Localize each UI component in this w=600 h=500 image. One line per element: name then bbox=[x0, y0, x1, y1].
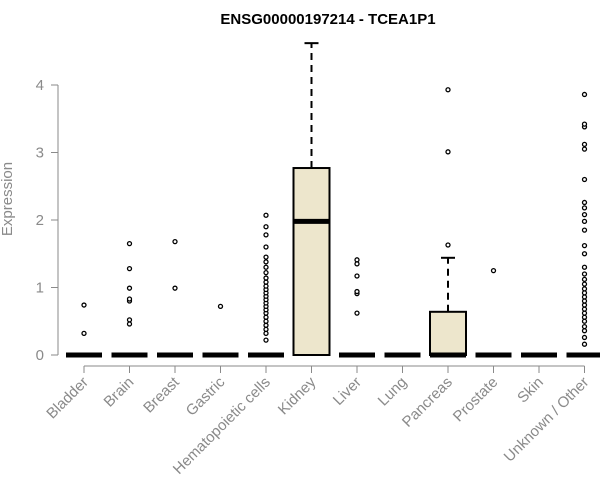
outlier-point bbox=[445, 242, 451, 248]
box-series bbox=[66, 42, 600, 358]
outlier-point bbox=[126, 285, 133, 291]
box-kidney bbox=[292, 42, 331, 356]
outlier-point bbox=[490, 267, 497, 274]
box-hematopoietic-cells bbox=[248, 212, 284, 358]
outlier-point bbox=[263, 279, 269, 285]
outlier-point bbox=[581, 121, 588, 127]
box-pancreas bbox=[429, 87, 467, 358]
outlier-point bbox=[581, 271, 588, 277]
outlier-point bbox=[581, 176, 588, 183]
x-tick-label: Kidney bbox=[275, 373, 320, 418]
x-tick-label: Brain bbox=[101, 374, 138, 411]
outlier-point bbox=[263, 232, 269, 238]
y-tick-label: 4 bbox=[36, 77, 44, 94]
outlier-point bbox=[581, 242, 588, 249]
outlier-point bbox=[263, 337, 269, 343]
x-tick-label: Liver bbox=[330, 374, 365, 409]
box-gastric bbox=[202, 303, 239, 358]
outlier-point bbox=[126, 321, 133, 327]
outlier-point bbox=[263, 254, 269, 260]
x-tick-label: Lung bbox=[375, 374, 411, 410]
outlier-point bbox=[581, 281, 588, 287]
outlier-point bbox=[581, 91, 588, 98]
y-tick-label: 1 bbox=[36, 280, 44, 297]
box-iqr bbox=[429, 310, 467, 356]
outlier-point bbox=[581, 218, 588, 225]
outlier-point bbox=[581, 251, 588, 257]
box-unknown-other bbox=[566, 91, 600, 358]
y-axis-label: Expression bbox=[0, 162, 16, 236]
outlier-point bbox=[581, 286, 588, 292]
x-tick-label: Bladder bbox=[43, 374, 92, 423]
box-bladder bbox=[66, 302, 102, 358]
y-tick-label: 3 bbox=[36, 145, 44, 162]
box-liver bbox=[339, 257, 375, 358]
chart-title: ENSG00000197214 - TCEA1P1 bbox=[220, 11, 435, 28]
outlier-point bbox=[581, 323, 588, 330]
outlier-point bbox=[581, 341, 588, 347]
box-brain bbox=[111, 240, 148, 358]
outlier-point bbox=[581, 211, 588, 218]
x-tick-label: Skin bbox=[514, 374, 547, 407]
outlier-point bbox=[263, 275, 269, 281]
outlier-point bbox=[217, 303, 224, 310]
x-tick-label: Unknown / Other bbox=[501, 374, 593, 466]
outlier-point bbox=[581, 205, 588, 211]
outlier-point bbox=[126, 240, 133, 247]
outlier-point bbox=[581, 294, 588, 300]
outlier-point bbox=[445, 149, 451, 155]
y-axis: 0 1 2 3 4 bbox=[36, 77, 59, 364]
outlier-point bbox=[581, 306, 588, 312]
outlier-point bbox=[581, 334, 588, 341]
outlier-point bbox=[354, 257, 360, 263]
outlier-point bbox=[263, 224, 269, 230]
outlier-point bbox=[81, 302, 87, 308]
outlier-point bbox=[581, 199, 588, 206]
box-iqr bbox=[292, 167, 331, 356]
outlier-point bbox=[581, 276, 588, 283]
outlier-point bbox=[263, 314, 269, 320]
outlier-point bbox=[581, 141, 588, 148]
box-prostate bbox=[475, 267, 512, 358]
outlier-point bbox=[263, 244, 269, 250]
outlier-point bbox=[263, 264, 269, 270]
outlier-point bbox=[172, 238, 178, 245]
outlier-point bbox=[581, 314, 588, 320]
outlier-point bbox=[126, 265, 133, 272]
y-tick-label: 2 bbox=[36, 212, 44, 229]
x-tick-label: Pancreas bbox=[399, 374, 456, 431]
outlier-point bbox=[445, 87, 451, 93]
box-breast bbox=[157, 238, 193, 358]
outlier-point bbox=[263, 212, 269, 218]
outlier-point bbox=[81, 330, 87, 337]
outlier-point bbox=[581, 146, 588, 152]
outlier-point bbox=[354, 310, 360, 316]
outlier-point bbox=[172, 285, 178, 291]
x-tick-label: Prostate bbox=[450, 374, 502, 426]
outlier-point bbox=[581, 227, 588, 233]
outlier-point bbox=[263, 326, 269, 333]
outlier-point bbox=[263, 269, 269, 276]
y-tick-label: 0 bbox=[36, 347, 44, 364]
outlier-point bbox=[354, 288, 360, 295]
outlier-point bbox=[263, 259, 269, 265]
outlier-point bbox=[581, 328, 588, 334]
outlier-point bbox=[126, 317, 133, 323]
x-tick-label: Breast bbox=[140, 373, 183, 416]
outlier-point bbox=[581, 264, 588, 270]
outlier-point bbox=[354, 273, 360, 279]
outlier-point bbox=[126, 296, 133, 302]
